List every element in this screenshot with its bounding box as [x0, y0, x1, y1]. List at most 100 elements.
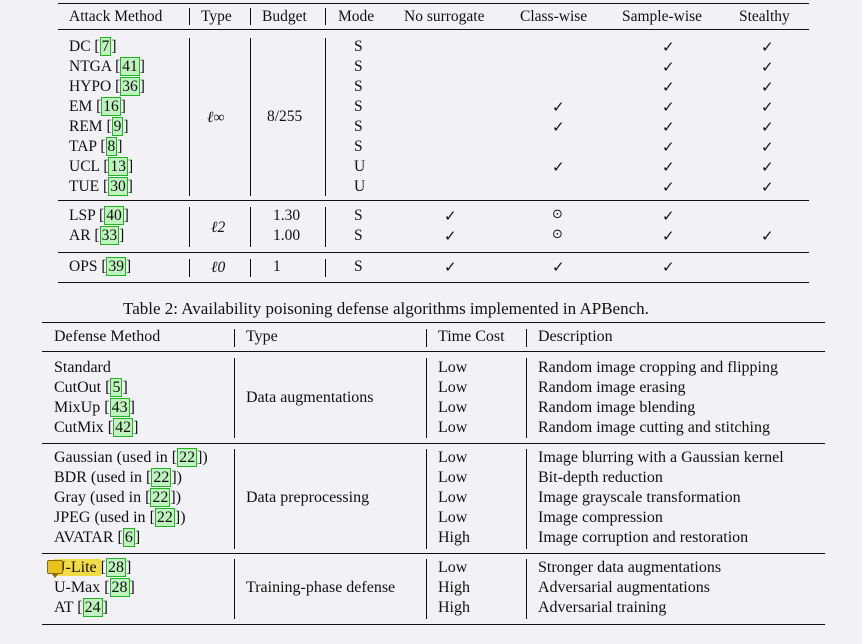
- description-text: Adversarial training: [538, 599, 667, 616]
- col-header-stealthy: Stealthy: [739, 8, 790, 25]
- description-text: Image blurring with a Gaussian kernel: [538, 449, 784, 466]
- defense-name: Gray (used in: [54, 489, 146, 506]
- citation-link[interactable]: 28: [109, 578, 130, 597]
- citation-link[interactable]: 42: [113, 418, 134, 437]
- defense-name: Gaussian (used in: [54, 449, 172, 466]
- citation-link[interactable]: 28: [105, 558, 126, 577]
- citation-link[interactable]: 16: [101, 97, 121, 116]
- type-training-phase-defense: Training-phase defense: [246, 579, 396, 596]
- defense-name: CutMix: [54, 419, 108, 436]
- time-cost-value: Low: [438, 509, 468, 526]
- check-icon: ✓: [662, 227, 675, 245]
- check-icon: ✓: [761, 138, 774, 156]
- attack-name-cell: OPS [39]: [69, 257, 132, 276]
- budget-value: 1: [273, 258, 281, 275]
- check-icon: ✓: [761, 38, 774, 56]
- partial-support-icon: ⊙: [552, 227, 563, 242]
- citation-link[interactable]: 6: [122, 528, 135, 547]
- check-icon: ✓: [662, 258, 675, 276]
- check-icon: ✓: [444, 207, 457, 225]
- defense-name: U-Lite: [54, 559, 101, 576]
- citation-link[interactable]: 22: [151, 468, 172, 487]
- type-l0: ℓ0: [211, 259, 226, 276]
- col-header-type: Type: [201, 8, 232, 25]
- attack-name: AR: [69, 227, 91, 244]
- budget-value: 1.00: [273, 227, 301, 244]
- citation-link[interactable]: 40: [104, 206, 124, 225]
- check-icon: ✓: [761, 98, 774, 116]
- attack-name-cell: DC [7]: [69, 37, 117, 56]
- citation-link[interactable]: 13: [108, 157, 128, 176]
- mode-value: S: [354, 38, 363, 55]
- defense-name: AT: [54, 599, 78, 616]
- col-header-class-wise: Class-wise: [520, 8, 588, 25]
- col-header-type: Type: [246, 328, 278, 345]
- mode-value: S: [354, 78, 363, 95]
- citation-link[interactable]: 30: [108, 177, 128, 196]
- attack-name: NTGA: [69, 58, 112, 75]
- check-icon: ✓: [761, 58, 774, 76]
- description-text: Bit-depth reduction: [538, 469, 663, 486]
- col-header-no-surrogate: No surrogate: [404, 8, 485, 25]
- description-text: Adversarial augmentations: [538, 579, 710, 596]
- attack-name-cell: AR [33]: [69, 226, 125, 245]
- table-2-caption: Table 2: Availability poisoning defense …: [123, 299, 649, 318]
- check-icon: ✓: [662, 98, 675, 116]
- defense-name-suffix: ): [180, 509, 186, 526]
- check-icon: ✓: [552, 258, 565, 276]
- attack-name: OPS: [69, 258, 98, 275]
- citation-link[interactable]: 7: [99, 37, 112, 56]
- partial-support-icon: ⊙: [552, 207, 563, 222]
- check-icon: ✓: [662, 178, 675, 196]
- mode-value: S: [354, 118, 363, 135]
- citation-link[interactable]: 8: [105, 137, 118, 156]
- defense-name-suffix: ): [176, 469, 182, 486]
- check-icon: ✓: [444, 227, 457, 245]
- attack-name-cell: TUE [30]: [69, 177, 133, 196]
- check-icon: ✓: [662, 118, 675, 136]
- attack-name-cell: TAP [8]: [69, 137, 123, 156]
- citation-link[interactable]: 24: [82, 598, 103, 617]
- citation-link[interactable]: 22: [177, 448, 198, 467]
- check-icon: ✓: [662, 78, 675, 96]
- defense-name-cell: AVATAR [6]: [54, 528, 141, 547]
- defense-name: CutOut: [54, 379, 106, 396]
- time-cost-value: Low: [438, 359, 468, 376]
- citation-link[interactable]: 33: [99, 226, 120, 245]
- check-icon: ✓: [662, 38, 675, 56]
- check-icon: ✓: [761, 158, 774, 176]
- citation-link[interactable]: 36: [120, 77, 140, 96]
- attack-name-cell: EM [16]: [69, 97, 126, 116]
- attack-name-cell: HYPO [36]: [69, 77, 145, 96]
- description-text: Image corruption and restoration: [538, 529, 749, 546]
- attack-name: TUE: [69, 178, 100, 195]
- defense-name-suffix: ): [202, 449, 208, 466]
- sticky-note-icon[interactable]: [47, 560, 63, 578]
- citation-link[interactable]: 39: [106, 257, 126, 276]
- col-header-description: Description: [538, 328, 613, 345]
- defense-name-cell: JPEG (used in [22]): [54, 508, 186, 527]
- attack-name-cell: UCL [13]: [69, 157, 134, 176]
- defense-name-cell: Standard: [54, 358, 111, 378]
- check-icon: ✓: [552, 158, 565, 176]
- citation-link[interactable]: 22: [150, 488, 171, 507]
- defense-name-cell: U-Lite [28]: [54, 558, 132, 577]
- defense-name-cell: CutOut [5]: [54, 378, 128, 397]
- check-icon: ✓: [662, 158, 675, 176]
- defense-name: U-Max: [54, 579, 105, 596]
- col-header-sample-wise: Sample-wise: [622, 8, 703, 25]
- citation-link[interactable]: 43: [109, 398, 130, 417]
- defense-name: MixUp: [54, 399, 105, 416]
- defense-name: Standard: [54, 359, 111, 376]
- citation-link[interactable]: 5: [110, 378, 123, 397]
- defense-name-cell: MixUp [43]: [54, 398, 135, 417]
- mode-value: U: [354, 178, 366, 195]
- description-text: Stronger data augmentations: [538, 559, 722, 576]
- citation-link[interactable]: 41: [120, 57, 140, 76]
- col-header-defense-method: Defense Method: [54, 328, 161, 345]
- citation-link[interactable]: 9: [111, 117, 124, 136]
- time-cost-value: High: [438, 599, 470, 616]
- citation-link[interactable]: 22: [154, 508, 175, 527]
- time-cost-value: Low: [438, 379, 468, 396]
- description-text: Image compression: [538, 509, 663, 526]
